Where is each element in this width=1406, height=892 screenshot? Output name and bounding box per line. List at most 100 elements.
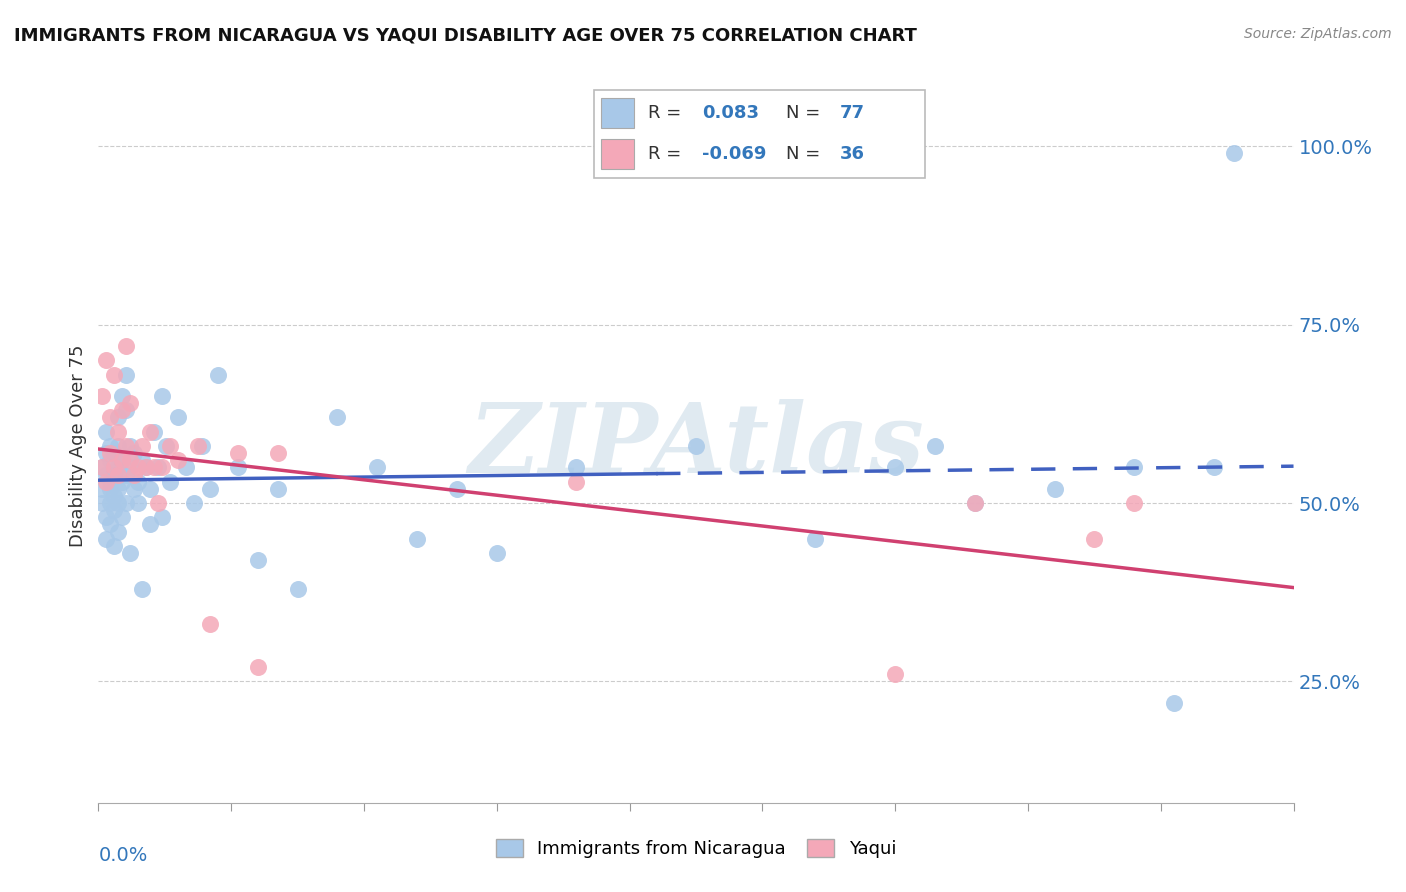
Text: IMMIGRANTS FROM NICARAGUA VS YAQUI DISABILITY AGE OVER 75 CORRELATION CHART: IMMIGRANTS FROM NICARAGUA VS YAQUI DISAB…: [14, 27, 917, 45]
Point: [884, 460, 907, 475]
Point: [191, 439, 214, 453]
Point: [183, 496, 205, 510]
Bar: [600, 98, 634, 128]
Text: R =: R =: [648, 104, 688, 122]
Point: [98, 439, 122, 453]
Point: [1043, 482, 1066, 496]
Point: [804, 532, 827, 546]
Point: [96, 532, 118, 546]
Point: [1223, 146, 1246, 161]
Point: [96, 353, 118, 368]
Text: R =: R =: [648, 145, 688, 163]
Point: [91, 389, 114, 403]
Point: [131, 582, 153, 596]
Point: [565, 475, 588, 489]
Point: [107, 439, 129, 453]
Point: [115, 439, 138, 453]
Point: [207, 368, 229, 382]
Point: [127, 475, 149, 489]
Point: [924, 439, 946, 453]
Point: [91, 482, 114, 496]
Point: [446, 482, 468, 496]
Point: [139, 425, 162, 439]
Point: [91, 496, 114, 510]
Text: Source: ZipAtlas.com: Source: ZipAtlas.com: [1244, 27, 1392, 41]
Point: [107, 410, 129, 425]
Point: [124, 467, 146, 482]
Point: [98, 446, 122, 460]
Point: [107, 467, 129, 482]
Point: [127, 460, 149, 475]
Text: 36: 36: [841, 145, 865, 163]
Point: [685, 439, 707, 453]
Legend: Immigrants from Nicaragua, Yaqui: Immigrants from Nicaragua, Yaqui: [488, 831, 904, 865]
Point: [115, 368, 138, 382]
Point: [406, 532, 429, 546]
Point: [963, 496, 986, 510]
Point: [111, 389, 134, 403]
Point: [96, 475, 118, 489]
Point: [246, 553, 269, 567]
Point: [111, 510, 134, 524]
Point: [246, 660, 269, 674]
Point: [96, 510, 118, 524]
Point: [226, 460, 249, 475]
Point: [98, 496, 122, 510]
Point: [120, 546, 142, 560]
Point: [366, 460, 388, 475]
Point: [267, 482, 290, 496]
Point: [111, 453, 134, 467]
Point: [115, 339, 138, 353]
Point: [139, 482, 162, 496]
Point: [167, 410, 190, 425]
Point: [124, 482, 146, 496]
Point: [107, 425, 129, 439]
Text: 0.0%: 0.0%: [98, 846, 148, 864]
Point: [115, 496, 138, 510]
Point: [143, 425, 166, 439]
Point: [226, 446, 249, 460]
Text: N =: N =: [786, 104, 827, 122]
Point: [96, 446, 118, 460]
Point: [159, 475, 181, 489]
Text: -0.069: -0.069: [702, 145, 766, 163]
Point: [267, 446, 290, 460]
Point: [98, 475, 122, 489]
Point: [148, 460, 170, 475]
Point: [115, 467, 138, 482]
Point: [131, 439, 153, 453]
Point: [120, 453, 142, 467]
Point: [326, 410, 349, 425]
Point: [111, 453, 134, 467]
Point: [103, 539, 125, 553]
Point: [155, 439, 177, 453]
Point: [107, 524, 129, 539]
Text: ZIPAtlas: ZIPAtlas: [468, 399, 924, 493]
Bar: [600, 139, 634, 169]
Point: [1123, 460, 1146, 475]
FancyBboxPatch shape: [593, 90, 925, 178]
Point: [198, 482, 221, 496]
Point: [120, 460, 142, 475]
Point: [150, 460, 173, 475]
Point: [120, 396, 142, 410]
Point: [111, 475, 134, 489]
Point: [98, 453, 122, 467]
Point: [98, 517, 122, 532]
Point: [107, 482, 129, 496]
Point: [91, 460, 114, 475]
Point: [103, 467, 125, 482]
Point: [135, 460, 157, 475]
Point: [1123, 496, 1146, 510]
Point: [1083, 532, 1105, 546]
Point: [120, 439, 142, 453]
Text: 0.083: 0.083: [702, 104, 759, 122]
Point: [103, 489, 125, 503]
Text: N =: N =: [786, 145, 827, 163]
Point: [107, 496, 129, 510]
Point: [135, 460, 157, 475]
Point: [174, 460, 197, 475]
Point: [565, 460, 588, 475]
Point: [98, 482, 122, 496]
Point: [127, 496, 149, 510]
